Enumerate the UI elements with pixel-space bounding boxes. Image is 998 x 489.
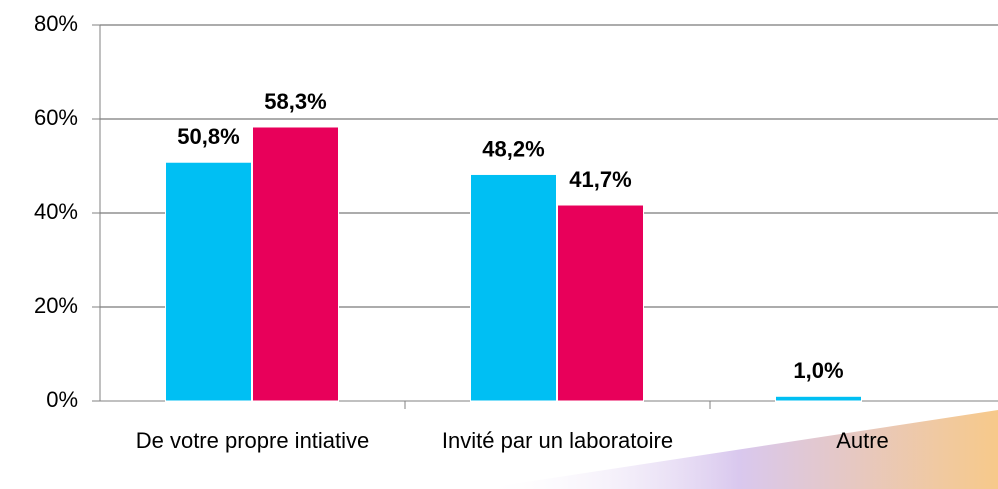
bar (775, 395, 862, 402)
value-label: 48,2% (482, 136, 544, 161)
bar (470, 173, 557, 402)
bar (557, 204, 644, 402)
bar (165, 161, 252, 402)
bar (252, 126, 339, 402)
y-tick-label: 20% (34, 293, 78, 318)
y-tick-label: 0% (46, 387, 78, 412)
x-tick-label: De votre propre intiative (135, 428, 370, 453)
value-label: 41,7% (569, 167, 631, 192)
value-label: 1,0% (793, 358, 843, 383)
y-tick-label: 40% (34, 199, 78, 224)
value-label: 50,8% (177, 124, 239, 149)
y-tick-label: 80% (34, 11, 78, 36)
x-tick-label: Autre (836, 428, 889, 453)
x-tick-label: Invité par un laboratoire (441, 428, 674, 453)
value-label: 58,3% (264, 89, 326, 114)
y-tick-label: 60% (34, 105, 78, 130)
decoration (480, 410, 998, 489)
